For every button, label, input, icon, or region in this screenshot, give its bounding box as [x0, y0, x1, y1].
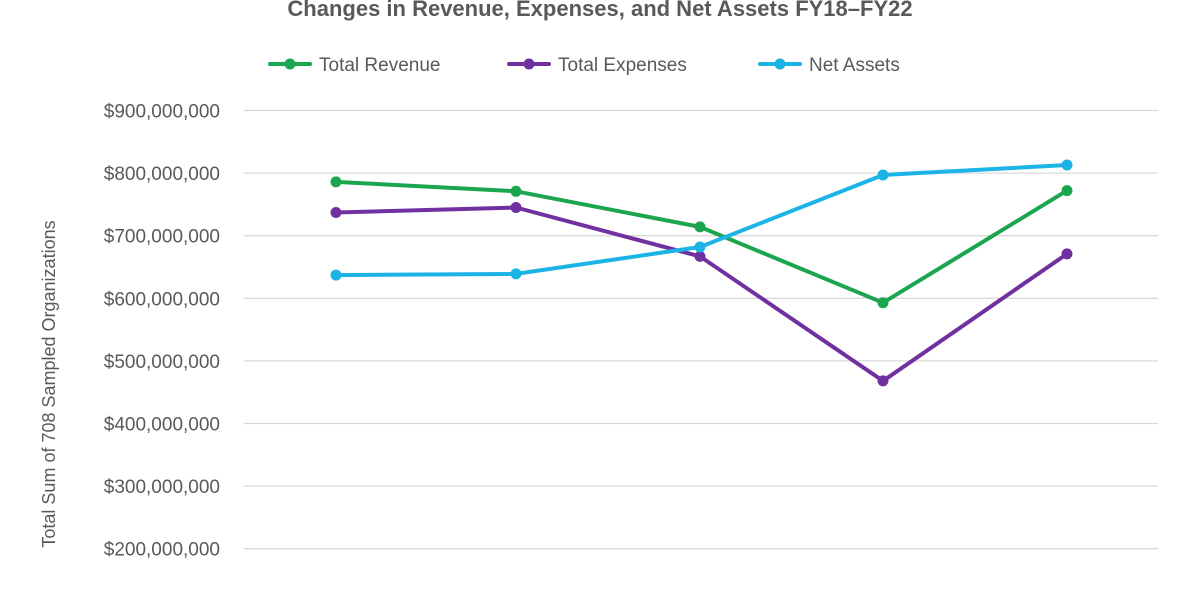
y-tick-label: $200,000,000 — [104, 540, 220, 561]
data-point — [877, 375, 889, 387]
y-axis-ticks: $900,000,000 $800,000,000 $700,000,000 $600… — [104, 102, 220, 561]
data-point — [330, 207, 342, 218]
legend-marker — [774, 58, 786, 70]
data-point — [694, 250, 706, 262]
y-tick-label: $500,000,000 — [104, 352, 220, 373]
series-line — [334, 205, 1069, 383]
y-tick-label: $400,000,000 — [104, 415, 220, 436]
y-tick-label: $800,000,000 — [104, 164, 220, 185]
legend-label: Total Expenses — [558, 55, 687, 76]
legend-marker — [284, 58, 296, 70]
legend-label: Total Revenue — [319, 55, 440, 76]
data-point — [510, 185, 522, 197]
series-lines — [330, 159, 1073, 387]
data-point — [330, 269, 342, 281]
y-tick-label: $900,000,000 — [104, 102, 220, 123]
data-point — [1061, 159, 1073, 171]
y-tick-label: $300,000,000 — [104, 477, 220, 498]
chart-title: Changes in Revenue, Expenses, and Net As… — [287, 0, 913, 21]
legend-marker — [523, 58, 535, 70]
y-tick-label: $600,000,000 — [104, 289, 220, 310]
data-point — [1061, 248, 1073, 260]
data-point — [877, 297, 889, 309]
data-point — [694, 221, 706, 233]
data-point — [510, 202, 522, 213]
y-tick-label: $700,000,000 — [104, 227, 220, 248]
data-point — [1061, 185, 1073, 197]
legend-label: Net Assets — [809, 55, 900, 76]
data-point — [510, 268, 522, 280]
y-axis-title: Total Sum of 708 Sampled Organizations — [39, 220, 59, 547]
legend: Total Revenue Total Expenses Net Assets — [268, 55, 900, 76]
data-point — [694, 241, 706, 253]
data-point — [330, 176, 342, 188]
data-point — [877, 169, 889, 181]
